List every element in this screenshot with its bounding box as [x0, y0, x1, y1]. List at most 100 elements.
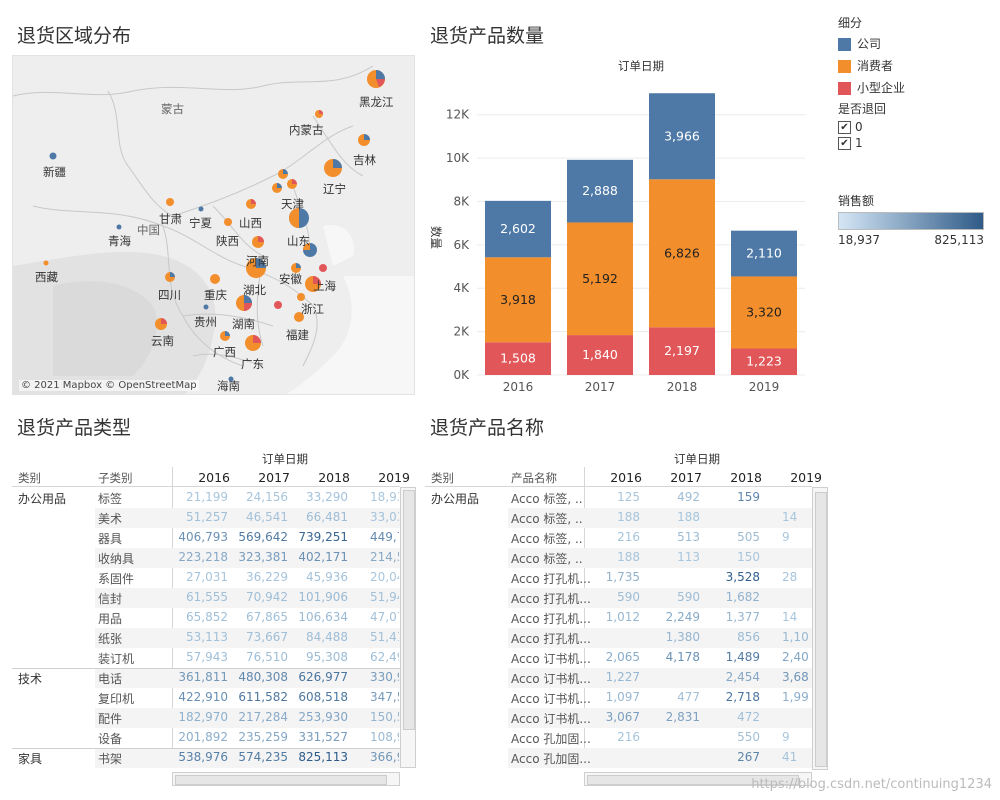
- table-cell-value[interactable]: 574,235: [238, 750, 288, 764]
- table-cell-value[interactable]: 159: [737, 490, 760, 504]
- row-label[interactable]: Acco 标签, ..: [511, 492, 583, 506]
- table-cell-value[interactable]: 1,735: [605, 570, 640, 584]
- table-cell-value[interactable]: 856: [737, 630, 760, 644]
- row-label[interactable]: 信封: [98, 592, 123, 606]
- table-cell-value[interactable]: 150: [737, 550, 760, 564]
- row-label[interactable]: 纸张: [98, 632, 123, 646]
- row-label[interactable]: 系固件: [98, 572, 135, 586]
- table-cell-value[interactable]: 45,936: [306, 570, 348, 584]
- year-col-header[interactable]: 2017: [258, 470, 290, 485]
- row-label[interactable]: 复印机: [98, 692, 135, 706]
- table-cell-value[interactable]: 201,892: [178, 730, 228, 744]
- table-cell-value[interactable]: 1,489: [725, 650, 760, 664]
- table-cell-value[interactable]: 449,74: [370, 530, 399, 544]
- table-cell-value[interactable]: 1,380: [665, 630, 700, 644]
- table-cell-value[interactable]: 70,942: [246, 590, 288, 604]
- row-label[interactable]: Acco 打孔机...: [511, 572, 591, 586]
- table-cell-value[interactable]: 3,067: [605, 710, 640, 724]
- table-cell-value[interactable]: 590: [677, 590, 700, 604]
- table-cell-value[interactable]: 1,377: [725, 610, 760, 624]
- legend-item-consumer[interactable]: 消费者: [838, 57, 905, 74]
- row-label[interactable]: 用品: [98, 612, 123, 626]
- row-label[interactable]: Acco 标签, ..: [511, 532, 583, 546]
- table-cell-value[interactable]: 21,199: [186, 490, 228, 504]
- row-label[interactable]: 电话: [98, 672, 123, 686]
- row-label[interactable]: Acco 订书机...: [511, 712, 591, 726]
- table-cell-value[interactable]: 477: [677, 690, 700, 704]
- row-label[interactable]: Acco 标签, ..: [511, 552, 583, 566]
- table-cell-value[interactable]: 1,227: [605, 670, 640, 684]
- table-cell-value[interactable]: 53,113: [186, 630, 228, 644]
- row-label[interactable]: 收纳具: [98, 552, 135, 566]
- table-cell-value[interactable]: 216: [617, 730, 640, 744]
- table-cell-value[interactable]: 61,555: [186, 590, 228, 604]
- table-cell-value[interactable]: 182,970: [178, 710, 228, 724]
- table-cell-value[interactable]: 513: [677, 530, 700, 544]
- row-label[interactable]: Acco 打孔机...: [511, 592, 591, 606]
- row-label[interactable]: 美术: [98, 512, 123, 526]
- table-cell-value[interactable]: 480,308: [238, 670, 288, 684]
- product-table-vscroll[interactable]: [812, 487, 828, 770]
- checkbox-checked-icon[interactable]: ✔: [838, 121, 851, 134]
- table-cell-value[interactable]: 422,910: [178, 690, 228, 704]
- table-cell-value[interactable]: 402,171: [298, 550, 348, 564]
- product-table-hscroll[interactable]: [584, 772, 812, 786]
- table-cell-value[interactable]: 223,218: [178, 550, 228, 564]
- table-cell-value[interactable]: 113: [677, 550, 700, 564]
- table-cell-value[interactable]: 825,113: [298, 750, 348, 764]
- year-col-header[interactable]: 2016: [198, 470, 230, 485]
- table-cell-value[interactable]: 62,49: [370, 650, 399, 664]
- table-cell-value[interactable]: 67,865: [246, 610, 288, 624]
- table-cell-value[interactable]: 366,97: [370, 750, 399, 764]
- table-cell-value[interactable]: 2,831: [665, 710, 700, 724]
- table-cell-value[interactable]: 188: [617, 550, 640, 564]
- return-filter-option-1[interactable]: ✔ 1: [838, 136, 886, 150]
- table-cell-value[interactable]: 267: [737, 750, 760, 764]
- table-cell-value[interactable]: 51,41: [370, 630, 399, 644]
- table-cell-value[interactable]: 331,527: [298, 730, 348, 744]
- table-cell-value[interactable]: 1,10: [782, 630, 809, 644]
- table-cell-value[interactable]: 28: [782, 570, 798, 584]
- table-cell-value[interactable]: 20,04: [370, 570, 399, 584]
- table-cell-value[interactable]: 18,93: [370, 490, 399, 504]
- row-label[interactable]: 配件: [98, 712, 123, 726]
- table-cell-value[interactable]: 611,582: [238, 690, 288, 704]
- legend-item-small-business[interactable]: 小型企业: [838, 79, 905, 96]
- table-cell-value[interactable]: 14: [782, 510, 798, 524]
- table-cell-value[interactable]: 33,290: [306, 490, 348, 504]
- year-col-header[interactable]: 2018: [318, 470, 350, 485]
- checkbox-checked-icon[interactable]: ✔: [838, 137, 851, 150]
- table-cell-value[interactable]: 505: [737, 530, 760, 544]
- table-cell-value[interactable]: 65,852: [186, 610, 228, 624]
- row-label[interactable]: Acco 打孔机...: [511, 632, 591, 646]
- table-cell-value[interactable]: 188: [617, 510, 640, 524]
- table-cell-value[interactable]: 125: [617, 490, 640, 504]
- table-cell-value[interactable]: 235,259: [238, 730, 288, 744]
- table-cell-value[interactable]: 361,811: [178, 670, 228, 684]
- row-label[interactable]: Acco 标签, ..: [511, 512, 583, 526]
- table-cell-value[interactable]: 2,40: [782, 650, 809, 664]
- table-cell-value[interactable]: 472: [737, 710, 760, 724]
- row-label[interactable]: Acco 订书机...: [511, 692, 591, 706]
- row-label[interactable]: Acco 订书机...: [511, 672, 591, 686]
- table-cell-value[interactable]: 217,284: [238, 710, 288, 724]
- table-cell-value[interactable]: 57,943: [186, 650, 228, 664]
- table-cell-value[interactable]: 550: [737, 730, 760, 744]
- return-region-map[interactable]: 蒙古 黑龙江 内蒙古 吉林 新疆 辽宁 天津 甘肃 宁夏 山西 中国 青海 陕西…: [12, 55, 415, 395]
- table-cell-value[interactable]: 106,634: [298, 610, 348, 624]
- row-label[interactable]: Acco 打孔机...: [511, 612, 591, 626]
- table-cell-value[interactable]: 47,07: [370, 610, 399, 624]
- table-cell-value[interactable]: 27,031: [186, 570, 228, 584]
- table-cell-value[interactable]: 188: [677, 510, 700, 524]
- table-cell-value[interactable]: 9: [782, 730, 790, 744]
- table-cell-value[interactable]: 51,257: [186, 510, 228, 524]
- table-cell-value[interactable]: 216: [617, 530, 640, 544]
- product-table-hscroll-thumb[interactable]: [587, 775, 799, 785]
- table-cell-value[interactable]: 1,99: [782, 690, 809, 704]
- year-col-header[interactable]: 2019: [790, 470, 822, 485]
- row-label[interactable]: 标签: [98, 492, 123, 506]
- table-cell-value[interactable]: 330,95: [370, 670, 399, 684]
- table-cell-value[interactable]: 1,097: [605, 690, 640, 704]
- product-table-vscroll-thumb[interactable]: [815, 492, 827, 767]
- table-cell-value[interactable]: 2,065: [605, 650, 640, 664]
